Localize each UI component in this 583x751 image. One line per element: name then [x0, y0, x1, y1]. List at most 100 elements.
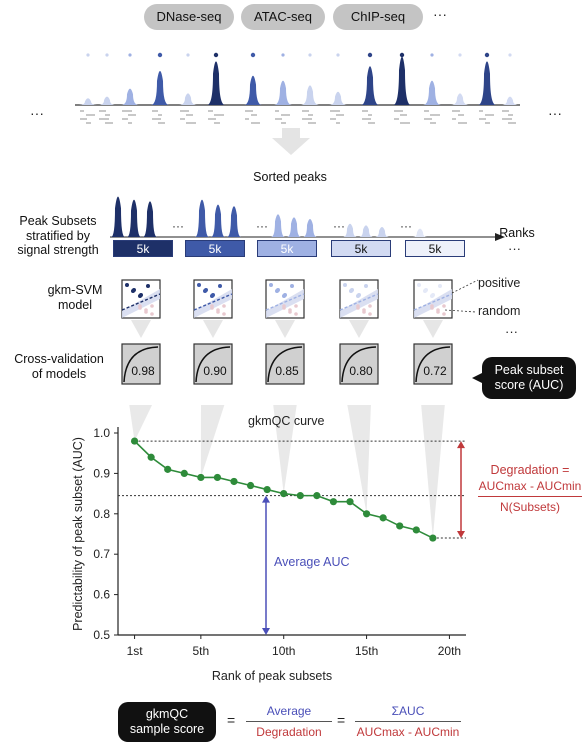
model-panels: 0.98 0.90 0.85 0.80 0.72 [121, 279, 479, 385]
sorted-peak [195, 199, 209, 237]
random-point [436, 310, 440, 314]
track-peak [274, 80, 292, 105]
positive-point [364, 284, 368, 288]
x-tick-label: 15th [355, 644, 378, 658]
random-point [368, 312, 372, 316]
cv-score: 0.90 [203, 364, 227, 378]
gkmqc-curve-point [213, 473, 222, 482]
positive-point [423, 289, 427, 293]
svm-margin [194, 289, 232, 318]
ellipsis-top: ··· [433, 6, 447, 22]
funnel [421, 405, 445, 539]
track-dot [367, 52, 373, 58]
gkmqc-curve-point [147, 453, 155, 461]
positive-point [210, 294, 214, 298]
average-arrowhead-top [262, 495, 270, 503]
average-auc-label: Average AUC [274, 555, 350, 569]
random-point [282, 306, 286, 310]
sorted-peak [211, 204, 225, 237]
sorted-peak [413, 228, 427, 237]
random-point [138, 306, 142, 310]
track-peak [207, 61, 225, 105]
cv-line2: of models [31, 367, 87, 381]
svg-text:···: ··· [256, 219, 268, 233]
track-peak [179, 93, 197, 105]
peak-subsets-label: Peak Subsets stratified by signal streng… [4, 214, 112, 258]
roc-curve [195, 346, 231, 383]
track-peak [79, 98, 97, 105]
y-axis-label: Predictability of peak subset (AUC) [71, 437, 85, 631]
roc-curve [123, 346, 159, 383]
random-point [210, 306, 214, 310]
sorted-peak [359, 225, 373, 237]
track-peak [98, 96, 116, 105]
flow-arrow [131, 320, 151, 338]
cv-score: 0.80 [349, 364, 373, 378]
degradation-arrowhead-bottom [457, 531, 465, 539]
peak-subsets-line2: stratified by [26, 228, 90, 243]
random-point [288, 310, 292, 314]
positive-point [430, 294, 434, 298]
y-tick-label: 0.8 [93, 507, 110, 521]
positive-point [218, 284, 222, 288]
x-tick-label: 5th [193, 644, 210, 658]
funnel [347, 405, 371, 514]
sum-auc-fraction: ΣAUC AUCmax - AUCmin [355, 703, 461, 740]
genome-track: ··· ··· [30, 52, 562, 155]
svg-text:···: ··· [172, 219, 184, 233]
x-tick-label: 10th [272, 644, 295, 658]
ellipsis-models: ··· [505, 324, 518, 339]
y-tick-label: 1.0 [93, 426, 110, 440]
cv-score: 0.85 [275, 364, 299, 378]
assay-pill-chip: ChIP-seq [333, 4, 423, 30]
sorted-peak [143, 201, 157, 237]
degradation-fraction: AUCmax - AUCmin N(Subsets) [478, 478, 582, 515]
random-pointer [444, 309, 477, 313]
gkmqc-curve-point [396, 522, 404, 530]
track-dot [458, 53, 462, 57]
degradation-label: Degradation = [490, 463, 570, 477]
frac2-denominator: AUCmax - AUCmin [356, 725, 460, 739]
ellipsis-bins: ··· [508, 241, 521, 256]
positive-point [131, 289, 135, 293]
cv-label: Cross-validation of models [0, 352, 118, 382]
positive-point [275, 289, 279, 293]
gkm-svm-line1: gkm-SVM [47, 283, 103, 297]
cv-line1: Cross-validation [14, 352, 104, 366]
assay-pill-dnase: DNase-seq [144, 4, 234, 30]
random-point [442, 312, 446, 316]
track-dot [105, 53, 109, 57]
x-axis-label: Rank of peak subsets [212, 669, 332, 683]
random-point [356, 306, 360, 310]
cv-score: 0.98 [131, 364, 155, 378]
roc-curve [267, 346, 303, 383]
gkmqc-curve-point [412, 526, 420, 534]
svg-text:···: ··· [333, 219, 345, 233]
track-dot [508, 53, 512, 57]
flow-arrow [423, 320, 443, 338]
sorted-peak [271, 214, 285, 237]
gkmqc-curve-point [246, 481, 255, 490]
bin-3: 5k [257, 240, 317, 257]
track-dot [430, 53, 434, 57]
svm-boundary [413, 293, 453, 311]
track-dot [128, 53, 132, 57]
svm-margin [266, 289, 304, 318]
random-point [150, 312, 154, 316]
equals-1: = [227, 712, 236, 728]
track-dot [186, 53, 190, 57]
random-point [362, 310, 366, 314]
gkmqc-curve-point [197, 473, 205, 482]
y-tick-label: 0.6 [93, 588, 110, 602]
gkmqc-curve-point [329, 498, 338, 506]
track-peak [393, 56, 411, 105]
random-point [222, 304, 226, 308]
sorted-peak [287, 217, 301, 237]
ellipsis-left: ··· [30, 105, 44, 121]
random-point [368, 304, 372, 308]
down-arrow [272, 128, 310, 155]
peak-subsets-line1: Peak Subsets [19, 214, 97, 228]
track-dot [308, 53, 312, 57]
frac2-numerator: ΣAUC [391, 704, 425, 718]
positive-point [282, 294, 286, 298]
